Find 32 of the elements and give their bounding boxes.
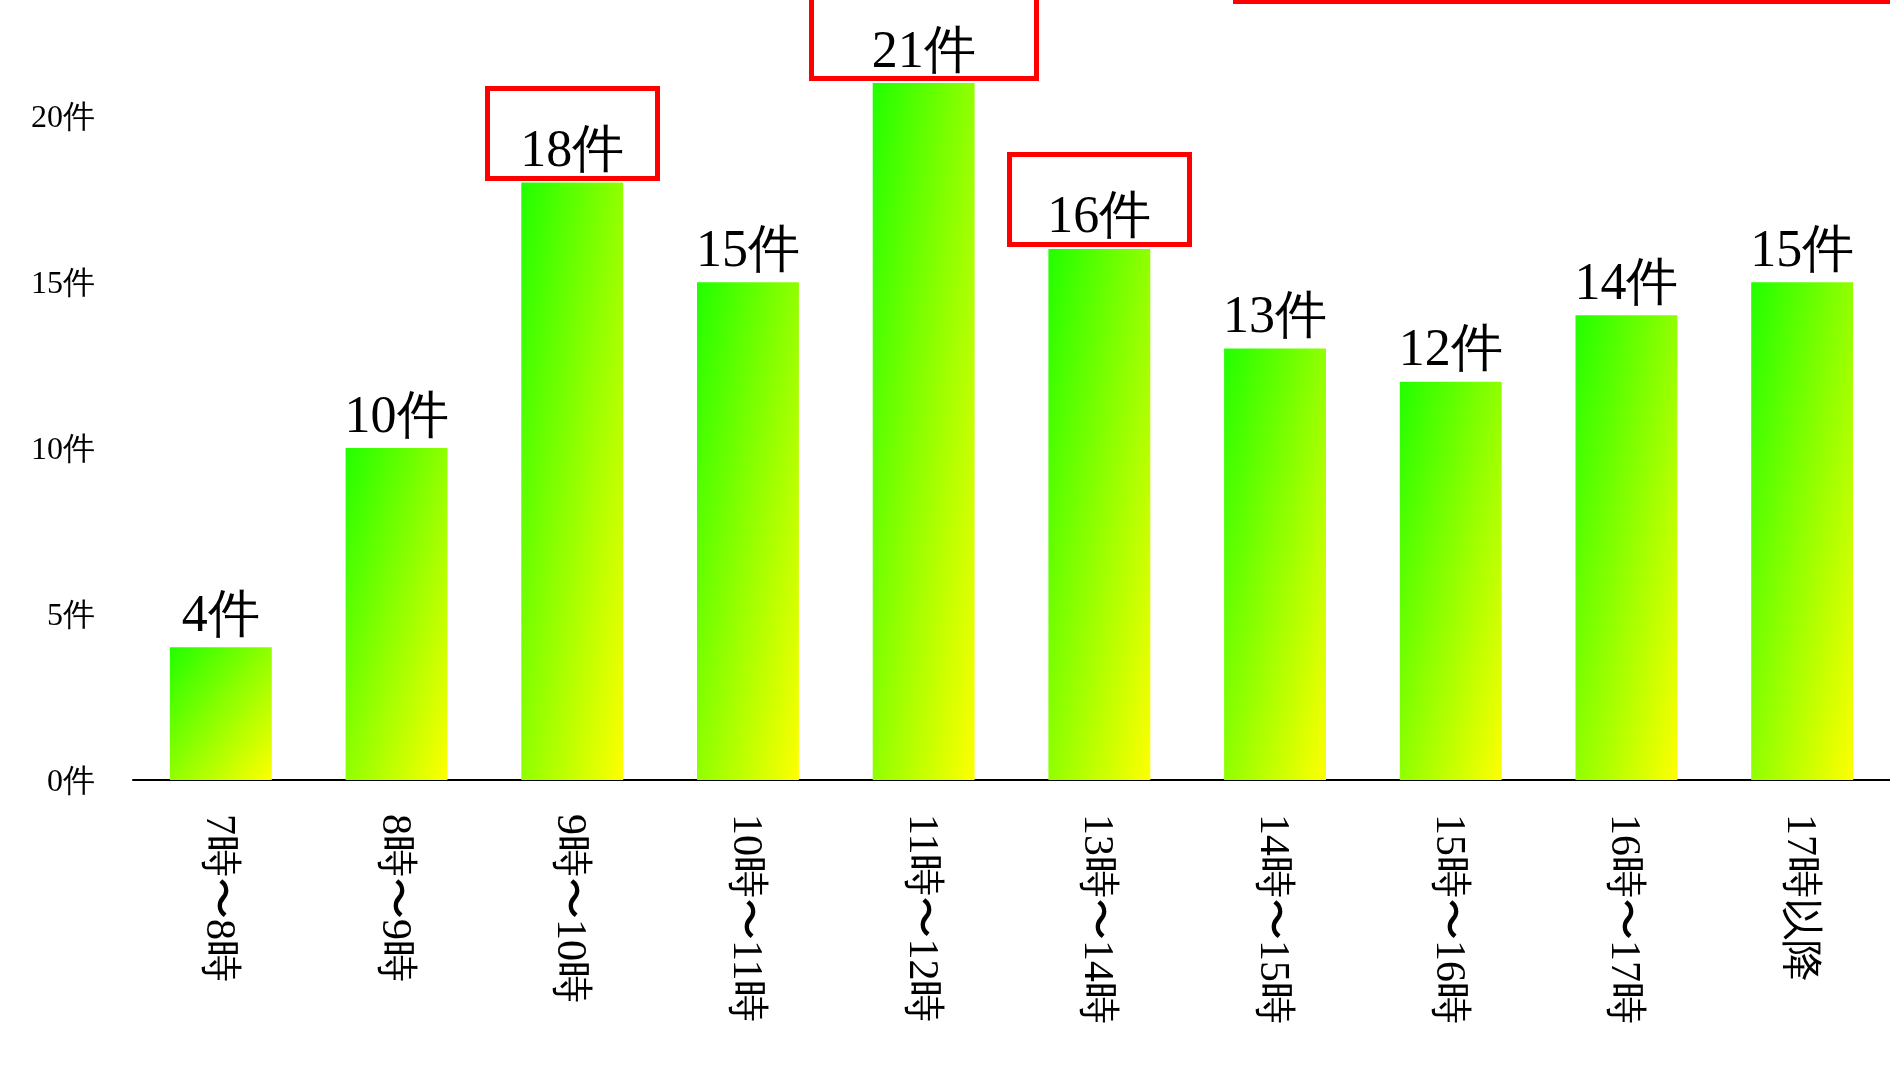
y-tick-label: 10件 xyxy=(31,430,95,467)
bar xyxy=(1399,381,1502,780)
bar xyxy=(1224,348,1326,780)
data-label: 15件 xyxy=(1750,219,1855,277)
x-tick-label: 13時〜14時 xyxy=(1076,814,1123,1024)
y-tick-label: 5件 xyxy=(47,596,95,633)
x-tick-label: 15時〜16時 xyxy=(1427,814,1474,1024)
y-tick-label: 0件 xyxy=(47,762,95,798)
data-label: 12件 xyxy=(1398,319,1503,377)
x-tick-label: 16時〜17時 xyxy=(1603,814,1650,1024)
bar xyxy=(169,647,272,780)
data-label: 14件 xyxy=(1574,252,1679,310)
data-label: 10件 xyxy=(344,385,449,443)
data-label: 18件 xyxy=(520,120,625,178)
x-tick-label: 9時〜10時 xyxy=(549,814,596,1003)
bar xyxy=(345,448,448,780)
data-label: 21件 xyxy=(871,20,976,78)
x-tick-label: 17時以降 xyxy=(1779,814,1826,982)
bar xyxy=(697,282,799,780)
x-tick-label: 14時〜15時 xyxy=(1252,814,1299,1024)
data-label: 4件 xyxy=(181,584,260,642)
data-label: 15件 xyxy=(695,219,800,277)
x-tick-label: 11時〜12時 xyxy=(900,814,947,1023)
data-label: 16件 xyxy=(1047,186,1152,244)
data-label: 13件 xyxy=(1223,286,1328,344)
y-tick-label: 20件 xyxy=(31,98,95,135)
bar xyxy=(1575,315,1678,780)
x-tick-label: 8時〜9時 xyxy=(373,814,420,982)
x-tick-label: 10時〜11時 xyxy=(724,814,771,1023)
bar xyxy=(1751,282,1854,780)
x-tick-label: 7時〜8時 xyxy=(197,814,244,982)
y-tick-label: 15件 xyxy=(31,264,95,301)
